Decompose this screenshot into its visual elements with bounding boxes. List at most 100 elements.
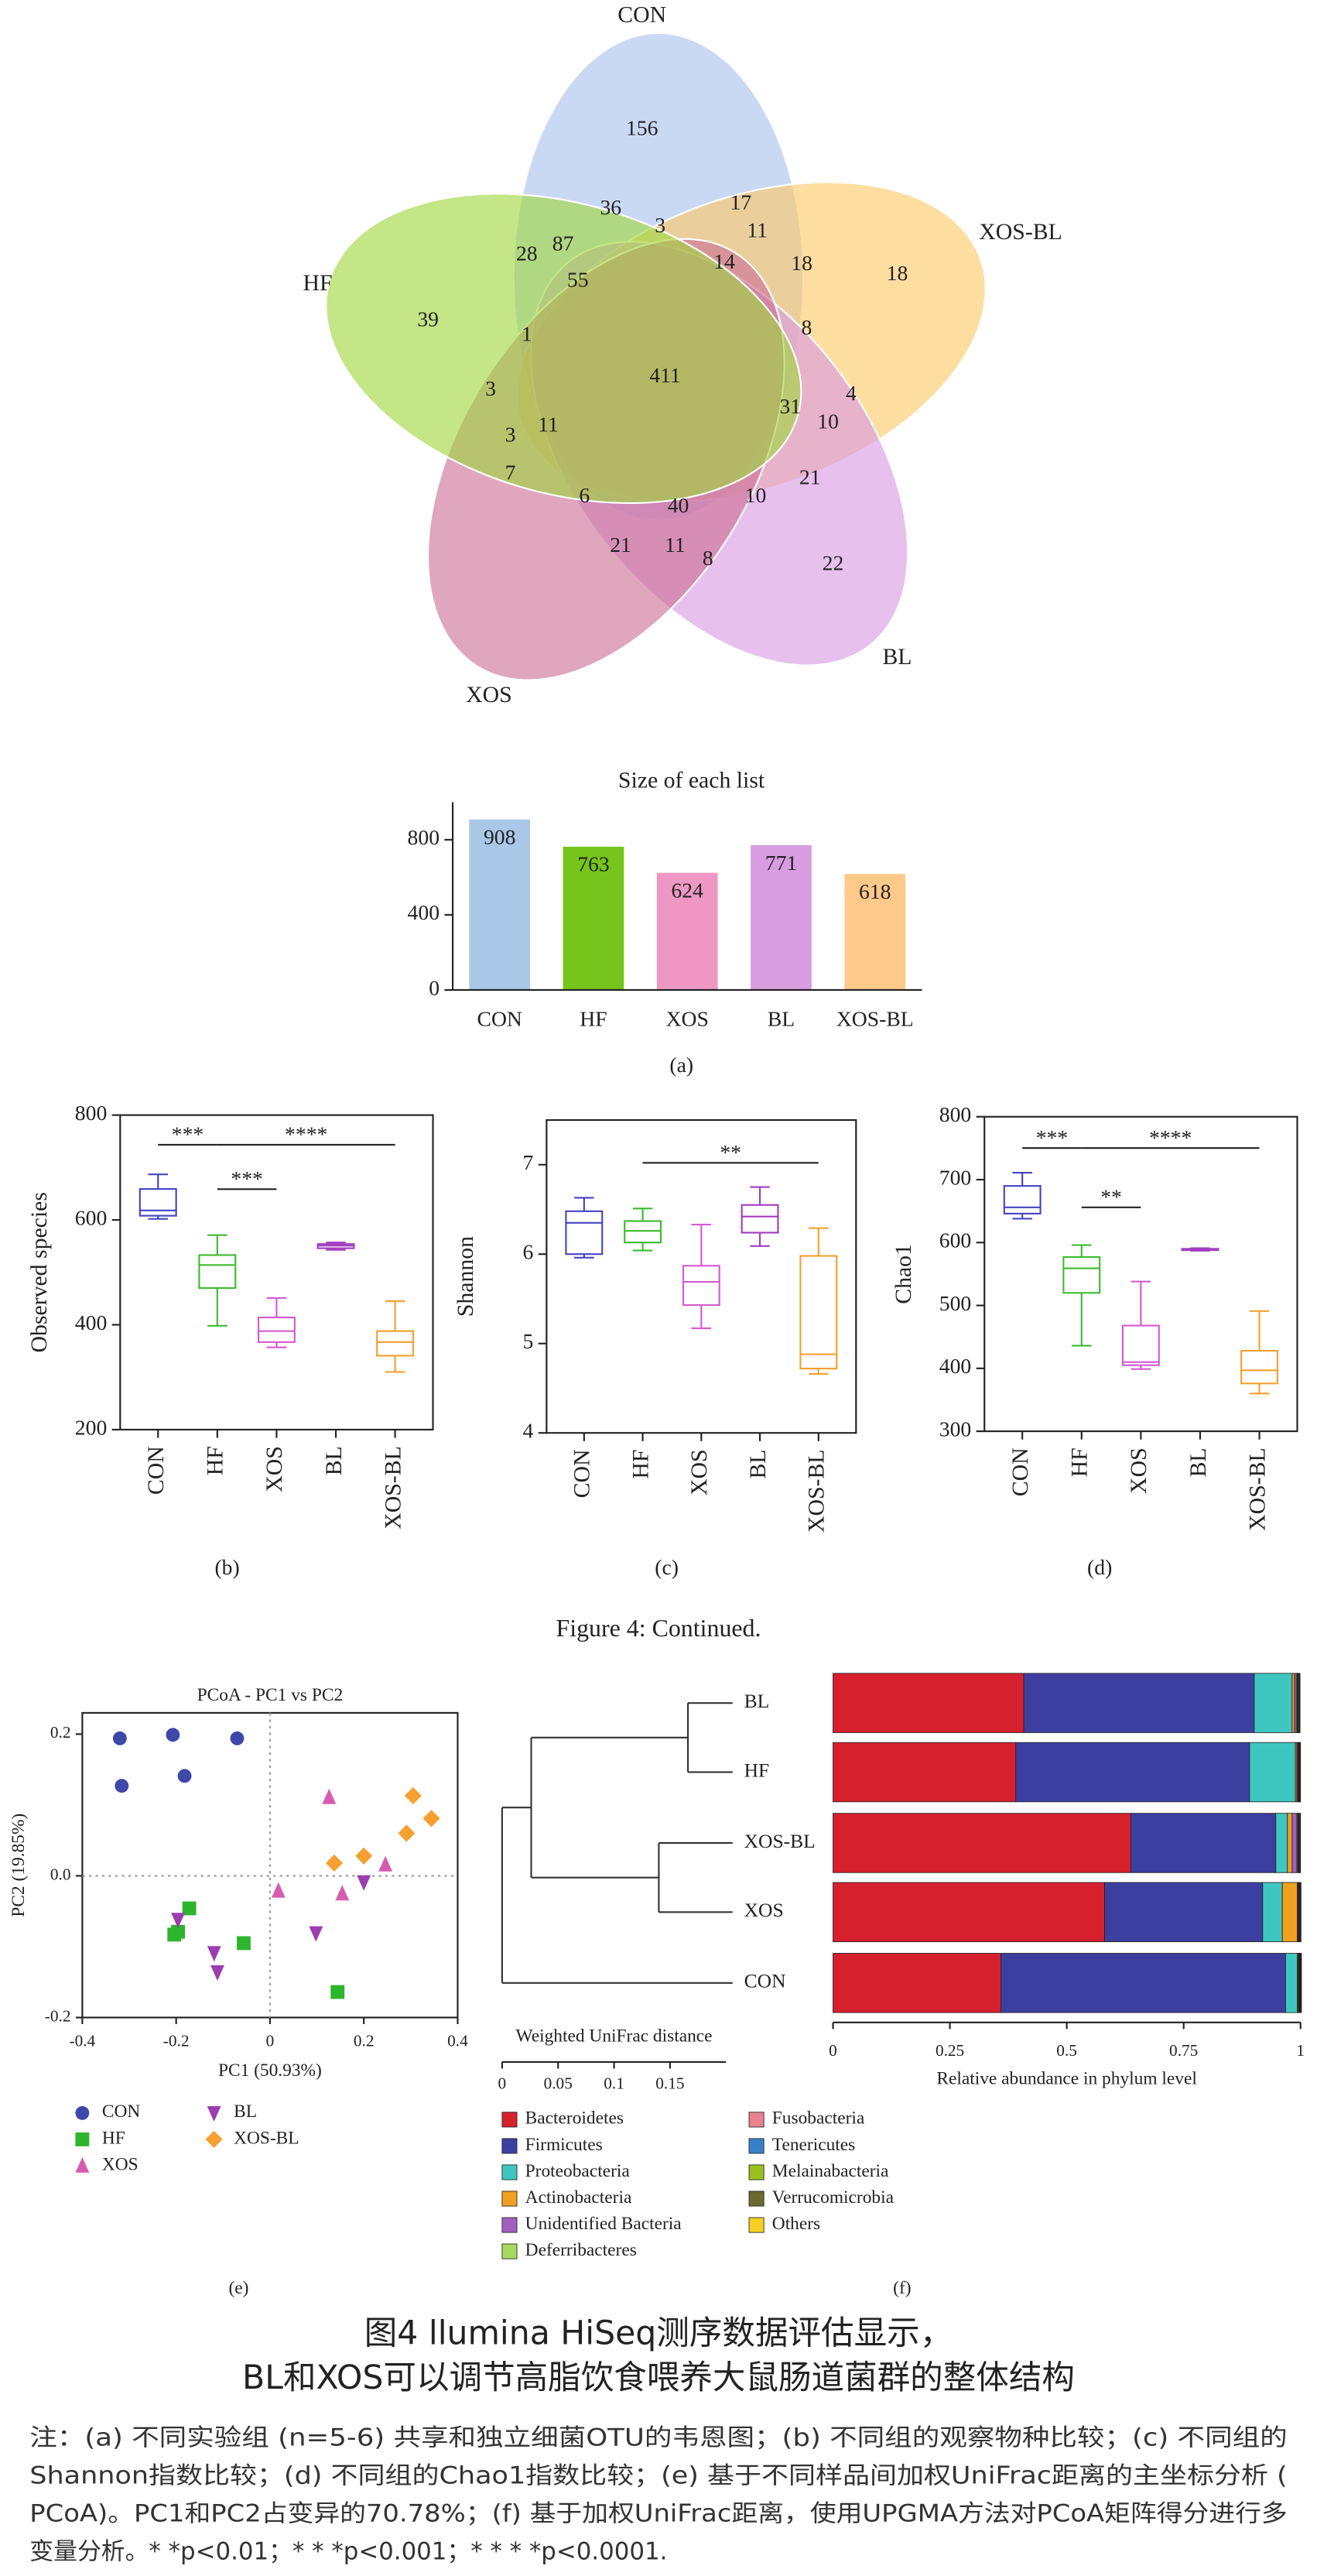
point (237, 1936, 251, 1951)
box (799, 1255, 838, 1370)
bar-segment (1300, 1953, 1302, 2013)
bar-segment (1130, 1813, 1277, 1873)
panel-label: (a) (669, 1053, 693, 1077)
venn-count: 40 (668, 493, 689, 517)
bar (751, 844, 812, 990)
caption-note: 变量分析。* *p<0.01；* * *p<0.001；* * * *p<0.0… (29, 2537, 667, 2565)
venn-count: 36 (600, 195, 621, 219)
venn-count: 10 (817, 409, 839, 433)
x-tick-label: XOS-BL (380, 1446, 405, 1530)
venn-count: 18 (887, 261, 908, 285)
y-tick-label: 800 (75, 1101, 107, 1125)
bar-segment (833, 1673, 1025, 1733)
x-axis-label: PC1 (50.93%) (218, 2060, 322, 2081)
leaf-label: XOS-BL (744, 1830, 816, 1852)
box (139, 1188, 177, 1217)
caption-title: BL和XOS可以调节高脂饮食喂养大鼠肠道菌群的整体结构 (242, 2359, 1075, 2397)
x-tick-label: 0.75 (1169, 2041, 1198, 2060)
bar (656, 872, 718, 990)
y-axis-label: Chao1 (891, 1244, 916, 1304)
point (355, 1847, 373, 1865)
point (112, 1731, 127, 1745)
panel-label: (b) (214, 1555, 239, 1579)
legend-label: Firmicutes (525, 2135, 603, 2155)
legend-label: Melainabacteria (772, 2161, 889, 2181)
bar-segment (1299, 1673, 1301, 1733)
bar-segment (1285, 1953, 1298, 2013)
value-label: 763 (577, 852, 609, 876)
bar-segment (1291, 1813, 1298, 1873)
y-tick-label: 7 (522, 1150, 533, 1174)
venn-set-label: HF (303, 270, 333, 296)
x-tick-label: 0.25 (936, 2041, 964, 2060)
bar-segment (833, 1953, 1001, 2013)
panel-label: (e) (229, 2278, 249, 2298)
legend-swatch (501, 2112, 518, 2128)
y-tick-label: 5 (522, 1329, 533, 1353)
legend-swatch (501, 2243, 518, 2259)
x-axis-label: Relative abundance in phylum level (936, 2069, 1197, 2089)
x-tick-label: -0.4 (70, 2031, 96, 2050)
x-tick-label: 0.1 (604, 2074, 624, 2093)
legend-label: XOS (102, 2154, 139, 2174)
venn-count: 21 (610, 533, 631, 557)
point (398, 1824, 416, 1842)
y-tick-label: 6 (522, 1240, 533, 1264)
significance-label: *** (172, 1122, 204, 1146)
caption-title: 图4 llumina HiSeq测序数据评估显示， (364, 2315, 953, 2353)
box (741, 1204, 779, 1234)
point (210, 1965, 224, 1981)
y-tick-label: 200 (75, 1415, 107, 1439)
y-tick-label: 300 (939, 1416, 971, 1440)
legend-marker (75, 2105, 90, 2120)
venn-count: 3 (505, 422, 516, 446)
x-tick-label: XOS (262, 1446, 287, 1492)
bar-segment (833, 1813, 1131, 1873)
y-tick-label: 0.0 (50, 1865, 71, 1883)
y-axis-label: Observed species (26, 1192, 52, 1352)
x-tick-label: BL (1185, 1447, 1211, 1477)
legend-swatch (501, 2217, 518, 2233)
x-tick-label: 0.5 (1056, 2041, 1077, 2060)
venn-count: 87 (552, 231, 574, 255)
point (357, 1875, 371, 1891)
value-label: 624 (671, 878, 703, 902)
venn-count: 31 (779, 394, 801, 418)
x-tick-label: XOS-BL (804, 1449, 830, 1533)
significance-label: ** (1100, 1184, 1122, 1208)
legend-marker (207, 2105, 221, 2122)
x-tick-label: 0.4 (447, 2031, 468, 2050)
x-tick-label: 0.15 (655, 2074, 684, 2093)
x-tick-label: CON (570, 1449, 595, 1498)
legend-swatch (501, 2191, 518, 2207)
box (376, 1330, 415, 1357)
y-tick-label: 0.2 (50, 1723, 71, 1742)
venn-count: 10 (745, 483, 767, 507)
y-axis-label: PC2 (19.85%) (9, 1814, 29, 1917)
legend-label: Actinobacteria (525, 2187, 632, 2208)
bar-segment (1291, 1673, 1295, 1733)
figure-continued: Figure 4: Continued. (556, 1615, 761, 1642)
point (207, 1946, 221, 1962)
venn-count: 21 (799, 465, 821, 489)
x-tick-label: XOS-BL (1244, 1447, 1270, 1531)
box (1240, 1350, 1279, 1385)
venn-set (325, 193, 802, 505)
point (271, 1882, 286, 1898)
x-tick-label: BL (768, 1007, 795, 1031)
y-tick-label: 0 (429, 975, 440, 999)
point (177, 1769, 192, 1783)
legend-marker (75, 2132, 90, 2146)
caption-note: 注：(a) 不同实验组 (n=5-6) 共享和独立细菌OTU的韦恩图；(b) 不… (29, 2424, 1287, 2452)
y-tick-label: 700 (939, 1165, 971, 1189)
point (378, 1855, 393, 1872)
legend-label: Tenericutes (772, 2135, 855, 2155)
leaf-label: CON (744, 1970, 786, 1992)
point (171, 1913, 186, 1929)
y-tick-label: 400 (408, 900, 440, 924)
legend-swatch (748, 2164, 765, 2180)
value-label: 771 (765, 851, 797, 875)
box (257, 1316, 296, 1343)
point (115, 1779, 129, 1793)
